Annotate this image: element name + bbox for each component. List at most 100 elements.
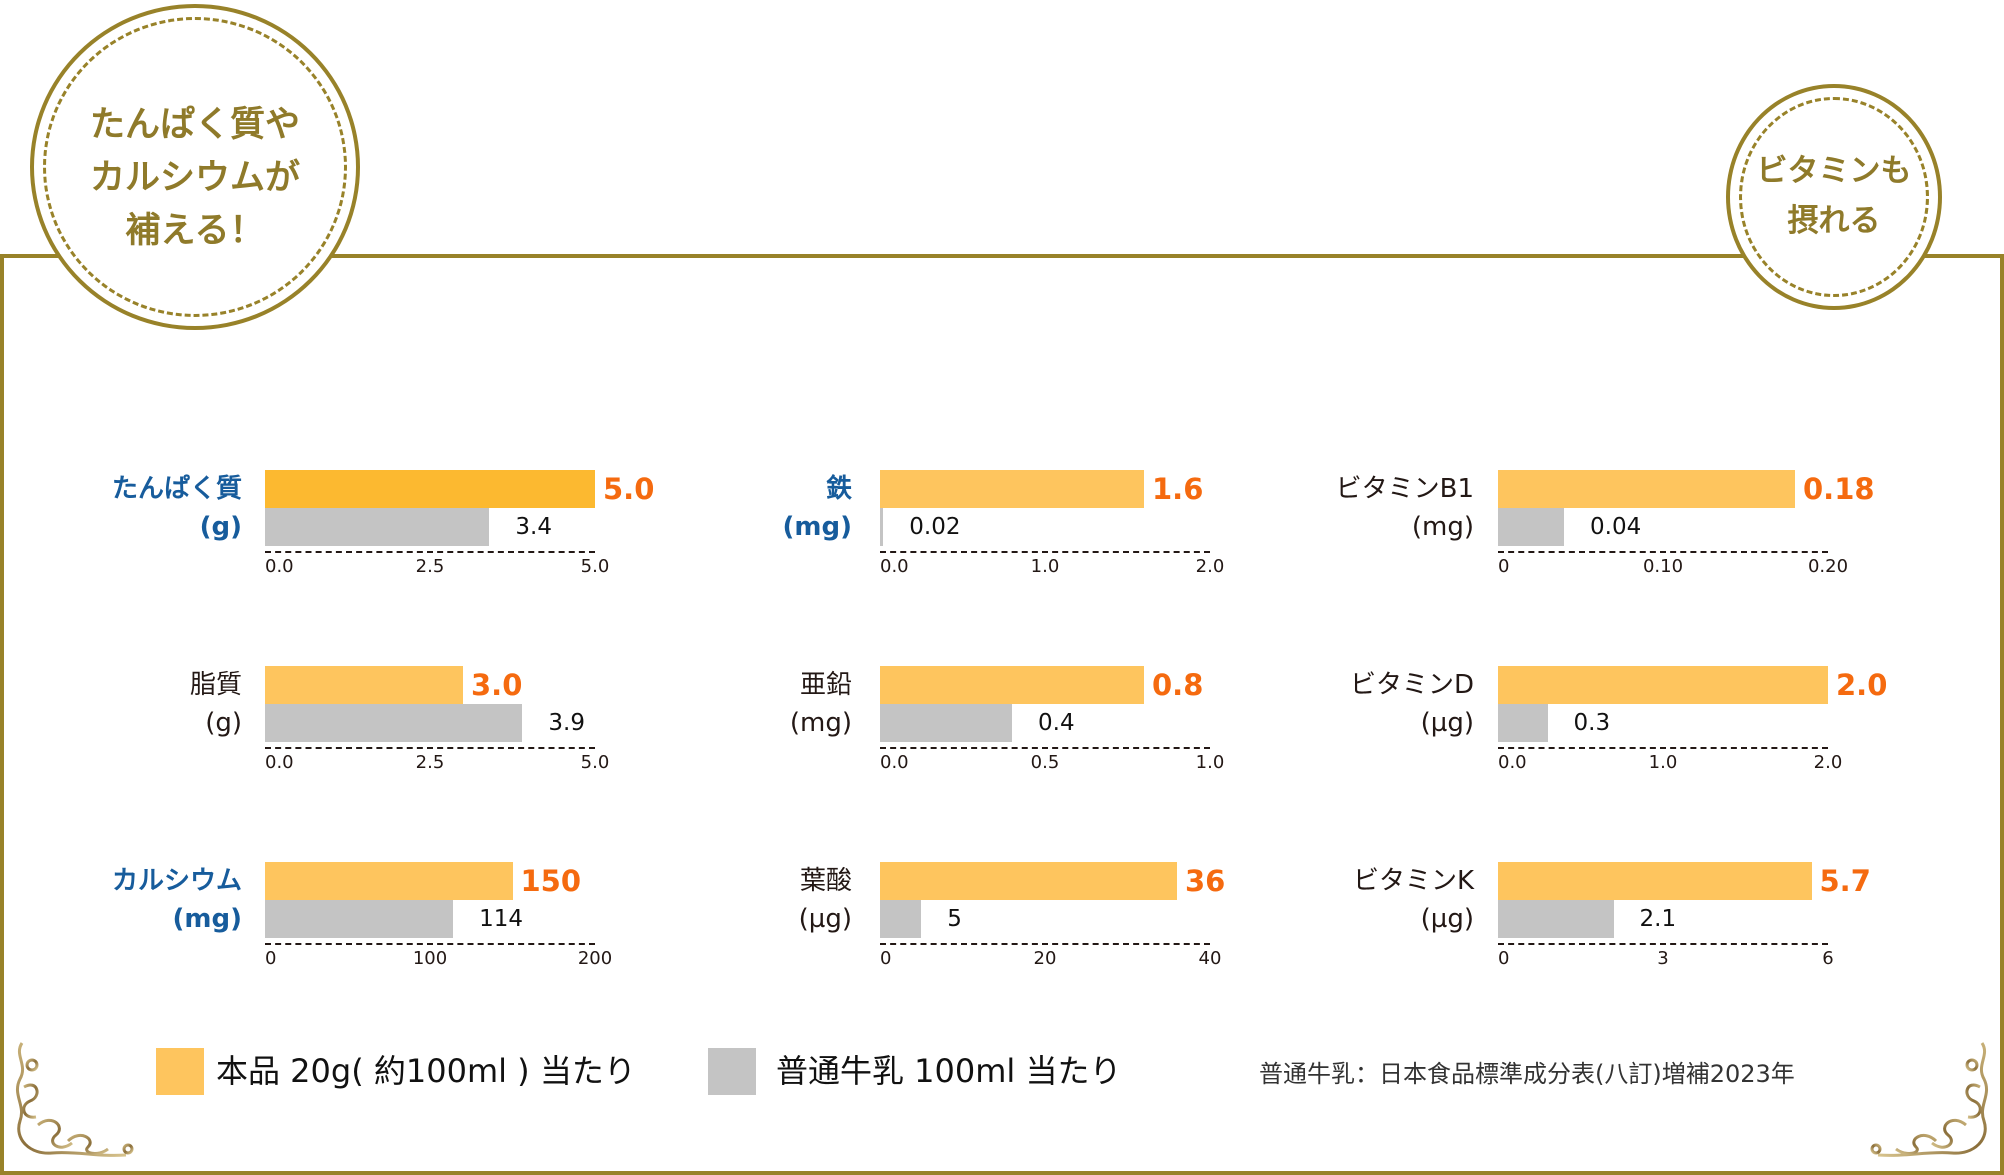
category-label: ビタミンK xyxy=(1352,866,1474,896)
bar-milk xyxy=(880,508,884,546)
badge-protein-calcium: たんぱく質や カルシウムが 補える！ xyxy=(30,4,360,330)
value-label-milk: 3.4 xyxy=(515,514,552,540)
x-axis-line xyxy=(880,747,1210,749)
x-axis-line xyxy=(1498,747,1828,749)
tick-label: 0.0 xyxy=(880,556,909,577)
tick-label: 2.5 xyxy=(415,556,445,577)
legend-label-product: 本品 20g( 約100ml ) 当たり xyxy=(216,1052,636,1090)
value-label-milk: 2.1 xyxy=(1639,906,1677,932)
category-label: ビタミンB1 xyxy=(1335,474,1474,504)
tick-label: 5.0 xyxy=(580,752,610,773)
unit-label: (µg) xyxy=(798,904,852,934)
badge-text: ビタミンも 摂れる xyxy=(1730,146,1938,246)
badge-line: ビタミンも xyxy=(1756,153,1912,189)
tick-label: 100 xyxy=(412,948,448,969)
source-note: 普通牛乳：日本食品標準成分表(八訂)増補2023年 xyxy=(1259,1060,1795,1088)
tick-label: 3 xyxy=(1657,948,1669,969)
unit-label: (mg) xyxy=(172,904,242,934)
unit-label: (g) xyxy=(199,512,242,542)
gold-frame xyxy=(0,254,2004,1175)
tick-label: 40 xyxy=(1198,948,1222,969)
tick-label: 0.20 xyxy=(1807,556,1849,577)
bar-product xyxy=(880,666,1144,704)
unit-label: (mg) xyxy=(1411,512,1474,542)
badge-dashed-ring xyxy=(1739,97,1929,297)
tick-label: 0.0 xyxy=(1498,752,1527,773)
value-label-product: 0.8 xyxy=(1152,668,1204,702)
tick-label: 0.0 xyxy=(265,752,294,773)
value-label-milk: 5 xyxy=(947,906,962,932)
unit-label: (g) xyxy=(205,708,242,738)
value-label-milk: 0.4 xyxy=(1038,710,1075,736)
value-label-product: 5.0 xyxy=(603,472,655,506)
bar-product xyxy=(265,470,595,508)
unit-label: (µg) xyxy=(1420,708,1474,738)
legend-swatch-milk xyxy=(708,1048,756,1095)
x-axis-line xyxy=(880,943,1210,945)
bar-product xyxy=(1498,666,1828,704)
value-label-milk: 0.02 xyxy=(909,514,961,540)
bar-milk xyxy=(880,704,1012,742)
tick-label: 6 xyxy=(1822,948,1834,969)
tick-label: 2.0 xyxy=(1195,556,1225,577)
tick-label: 0.5 xyxy=(1030,752,1060,773)
badge-line: たんぱく質や xyxy=(89,104,300,145)
tick-label: 0.0 xyxy=(265,556,294,577)
tick-label: 0.10 xyxy=(1642,556,1684,577)
bar-product xyxy=(1498,470,1795,508)
category-label: 鉄 xyxy=(825,474,852,504)
value-label-milk: 0.3 xyxy=(1573,710,1611,736)
bar-milk xyxy=(1498,704,1548,742)
legend-label-milk: 普通牛乳 100ml 当たり xyxy=(776,1052,1122,1090)
bar-product xyxy=(265,666,463,704)
tick-label: 0.0 xyxy=(880,752,909,773)
category-label: ビタミンD xyxy=(1349,670,1474,700)
bar-milk xyxy=(880,900,922,938)
x-axis-line xyxy=(265,551,595,553)
tick-label: 1.0 xyxy=(1648,752,1678,773)
badge-line: カルシウムが xyxy=(89,157,300,198)
tick-label: 1.0 xyxy=(1195,752,1225,773)
badge-dashed-ring xyxy=(43,17,347,317)
value-label-product: 0.18 xyxy=(1803,472,1875,506)
tick-label: 200 xyxy=(577,948,613,969)
unit-label: (mg) xyxy=(782,512,852,542)
unit-label: (mg) xyxy=(789,708,852,738)
bar-product xyxy=(1498,862,1812,900)
category-label: 葉酸 xyxy=(799,866,852,896)
category-label: カルシウム xyxy=(111,866,242,896)
value-label-product: 5.7 xyxy=(1819,864,1871,898)
value-label-product: 2.0 xyxy=(1836,668,1888,702)
badge-line: 補える！ xyxy=(125,210,265,251)
corner-ornament-icon xyxy=(15,1042,134,1157)
corner-ornament-icon xyxy=(1870,1042,1989,1157)
tick-label: 2.0 xyxy=(1813,752,1843,773)
value-label-milk: 114 xyxy=(479,906,523,932)
badge-vitamins: ビタミンも 摂れる xyxy=(1726,84,1942,310)
x-axis-line xyxy=(1498,943,1828,945)
x-axis-line xyxy=(880,551,1210,553)
badge-text: たんぱく質や カルシウムが 補える！ xyxy=(34,98,356,257)
tick-label: 0 xyxy=(265,948,277,969)
bar-milk xyxy=(1498,508,1564,546)
x-axis-line xyxy=(265,747,595,749)
bar-product xyxy=(880,862,1177,900)
value-label-product: 1.6 xyxy=(1152,472,1204,506)
category-label: 脂質 xyxy=(189,670,242,700)
category-label: たんぱく質 xyxy=(111,474,242,504)
bar-milk xyxy=(1498,900,1614,938)
category-label: 亜鉛 xyxy=(799,670,852,700)
legend-swatch-product xyxy=(156,1048,204,1095)
bar-product xyxy=(265,862,513,900)
bar-milk xyxy=(265,704,523,742)
value-label-milk: 0.04 xyxy=(1590,514,1642,540)
tick-label: 2.5 xyxy=(415,752,445,773)
tick-label: 0 xyxy=(1498,948,1510,969)
x-axis-line xyxy=(265,943,595,945)
value-label-product: 36 xyxy=(1185,864,1226,898)
tick-label: 0 xyxy=(880,948,892,969)
badge-line: 摂れる xyxy=(1787,203,1881,239)
value-label-product: 3.0 xyxy=(471,668,523,702)
bar-product xyxy=(880,470,1144,508)
bar-milk xyxy=(265,900,454,938)
